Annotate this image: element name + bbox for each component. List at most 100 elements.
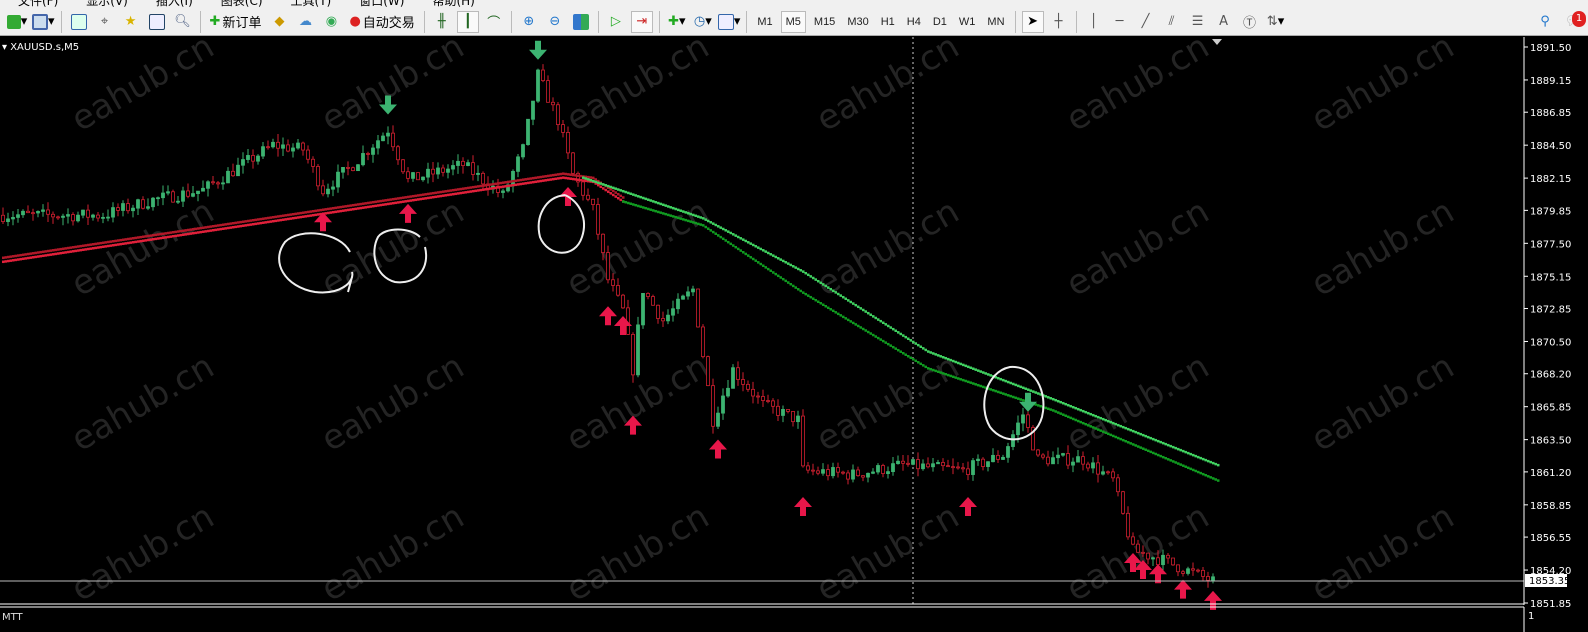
auto-trading-button[interactable]: ● 自动交易: [346, 11, 417, 33]
text-tool[interactable]: A: [1213, 11, 1235, 33]
new-order-button[interactable]: ✚ 新订单: [207, 11, 265, 33]
vertical-line-tool[interactable]: │: [1083, 11, 1105, 33]
bear-candle: [746, 383, 750, 390]
trendline-tool[interactable]: ╱: [1135, 11, 1157, 33]
menu-file[interactable]: 文件(F): [18, 0, 59, 8]
watermark-text: eahub.cn: [65, 496, 221, 609]
zoom-in-button[interactable]: ⊕: [518, 11, 540, 33]
strategy-tester-button[interactable]: 🔍︎: [172, 11, 194, 33]
ma-green-dark-point: [1047, 407, 1050, 411]
search-button[interactable]: ⚲: [1534, 11, 1556, 33]
chart-shift-button[interactable]: ⇥: [630, 10, 653, 33]
ma-green-dark-point: [709, 229, 712, 232]
timeframe-h1[interactable]: H1: [880, 15, 895, 28]
timeframe-m5[interactable]: M5: [780, 10, 806, 33]
crosshair-tool[interactable]: ┼: [1048, 11, 1070, 33]
ma-green-dark-point: [669, 214, 672, 217]
ma-green-light-point: [672, 206, 675, 210]
timeframe-m15[interactable]: M15: [813, 15, 836, 28]
ma-red-point: [469, 186, 472, 189]
data-window-button[interactable]: ⌖: [94, 11, 116, 33]
bear-candle: [1146, 552, 1150, 560]
timeframe-m30[interactable]: M30: [847, 15, 869, 28]
ma-green-light-point: [774, 255, 777, 259]
timeframe-w1[interactable]: W1: [958, 15, 976, 28]
ma-red-point: [454, 188, 457, 192]
ma-red-point: [247, 219, 250, 223]
ma-green-dark-point: [772, 271, 775, 274]
ma-green-light-point: [1057, 399, 1060, 403]
periods-button[interactable]: ◷ ▾: [693, 14, 712, 29]
timeframe-m1[interactable]: M1: [757, 15, 773, 28]
navigator-button[interactable]: ★: [120, 11, 142, 33]
ma-red-point: [484, 188, 487, 191]
menu-help[interactable]: 帮助(H): [432, 0, 475, 8]
ma-green-dark-point: [1139, 446, 1142, 449]
market-button[interactable]: ◉: [320, 11, 342, 33]
ma-green-light-point: [919, 345, 922, 348]
ma-red-point: [217, 224, 220, 227]
equidistant-channel-tool[interactable]: ⫽: [1161, 11, 1183, 33]
auto-scroll-button[interactable]: ▷: [605, 11, 627, 33]
ma-green-dark-point: [1064, 414, 1067, 417]
cursor-tool[interactable]: ➤: [1021, 10, 1044, 33]
ma-red-point: [24, 253, 27, 256]
terminal-button[interactable]: [146, 11, 168, 33]
ma-green-dark-point: [1194, 469, 1197, 473]
bear-candle: [541, 69, 545, 82]
ma-red-point: [514, 183, 517, 187]
bar-chart-button[interactable]: ╫: [431, 11, 453, 33]
timeframe-d1[interactable]: D1: [932, 15, 947, 28]
ma-green-light-point: [822, 283, 825, 286]
ma-green-dark-point: [817, 300, 820, 303]
bear-candle: [321, 185, 325, 195]
bear-candle: [756, 395, 760, 398]
bear-candle: [406, 171, 410, 179]
menu-charts[interactable]: 图表(C): [220, 0, 263, 8]
profiles-button[interactable]: ▾: [32, 11, 55, 33]
ma-green-dark-point: [1014, 396, 1017, 400]
ma-red-point: [124, 238, 127, 241]
ma-green-light-point: [979, 370, 982, 373]
text-label-tool[interactable]: Ⓣ: [1239, 11, 1261, 33]
timeframe-mn[interactable]: MN: [987, 15, 1005, 28]
market-watch-button[interactable]: [68, 11, 90, 33]
candlestick-button[interactable]: ┃: [456, 10, 479, 33]
buy-arrow-icon: [614, 316, 632, 336]
horizontal-line-tool[interactable]: ─: [1109, 11, 1131, 33]
price-chart[interactable]: eahub.cn eahub.cn eahub.cn eahub.cn eahub.cn…: [0, 37, 1588, 632]
chart-window[interactable]: eahub.cn eahub.cn eahub.cn eahub.cn eahub.cn…: [0, 37, 1588, 632]
arrows-tool[interactable]: ⇅ ▾: [1266, 14, 1285, 29]
menu-view[interactable]: 显示(V): [86, 0, 128, 8]
new-chart-button[interactable]: ▾: [6, 11, 28, 33]
ma-green-light-point: [1069, 404, 1072, 408]
ma-red-point: [467, 190, 470, 194]
menu-insert[interactable]: 插入(I): [155, 0, 193, 8]
ma-green-light-point: [679, 209, 682, 212]
menu-tools[interactable]: 工具(T): [290, 0, 332, 8]
indicators-button[interactable]: ✚ ▾: [668, 14, 686, 29]
zoom-out-button[interactable]: ⊖: [544, 11, 566, 33]
bull-candle: [821, 469, 825, 474]
line-chart-button[interactable]: ⌒: [483, 11, 505, 33]
chart-shift-marker[interactable]: [1212, 39, 1222, 45]
fibonacci-tool[interactable]: ☰: [1187, 11, 1209, 33]
metaeditor-button[interactable]: ◆: [268, 11, 290, 33]
notifications-button[interactable]: 💬︎1: [1560, 10, 1586, 33]
ma-red-point: [539, 179, 542, 183]
bull-candle: [291, 147, 295, 152]
signals-button[interactable]: ☁: [294, 11, 316, 33]
ma-green-light-point: [1114, 422, 1117, 426]
ma-red-point: [94, 246, 97, 250]
ma-red-point: [387, 202, 390, 206]
ma-red-point: [472, 185, 475, 189]
templates-button[interactable]: ▾: [717, 11, 740, 33]
bull-candle: [6, 218, 10, 222]
ma-green-dark-point: [634, 203, 637, 207]
ma-red-point: [397, 197, 400, 200]
tile-windows-button[interactable]: [570, 11, 592, 33]
timeframe-h4[interactable]: H4: [906, 15, 921, 28]
menu-window[interactable]: 窗口(W): [359, 0, 405, 8]
ma-green-light-point: [704, 218, 707, 221]
bull-candle: [196, 190, 200, 194]
